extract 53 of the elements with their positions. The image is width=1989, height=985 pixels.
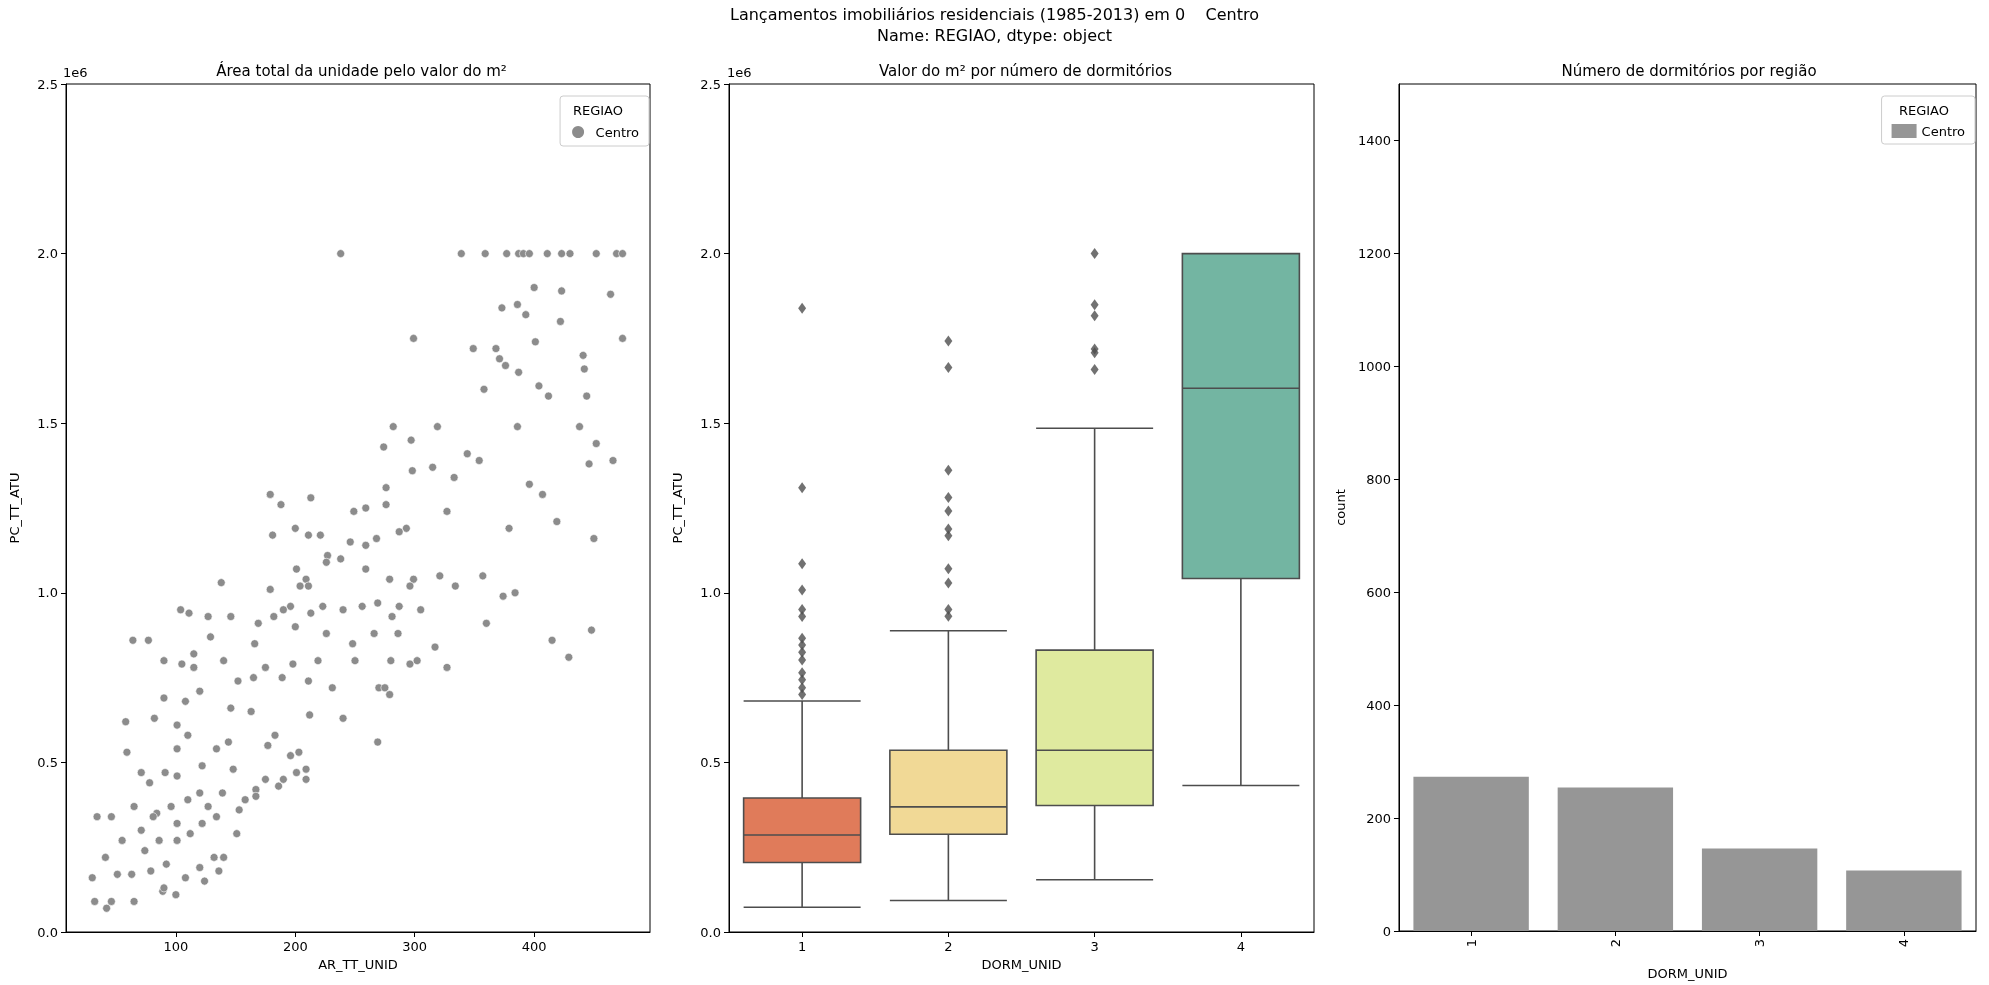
- y-axis-title: PC_TT_ATU: [7, 472, 22, 544]
- text: 1e6: [727, 65, 752, 80]
- y-tick-label: 400: [1366, 697, 1391, 713]
- y-tick-label: 1200: [1357, 245, 1391, 261]
- x-axis-title: AR_TT_UNID: [318, 957, 398, 972]
- x-axis-title: DORM_UNID: [981, 957, 1062, 972]
- legend-title: REGIAO: [1898, 103, 1950, 118]
- y-tick-label: 600: [1366, 584, 1391, 600]
- y-axis-title: count: [1333, 489, 1348, 526]
- x-tick-label: 1: [797, 939, 807, 954]
- x-tick-label: 3: [1752, 939, 1768, 948]
- y-tick-label: 1400: [1357, 132, 1391, 148]
- y-tick-label: 0: [1382, 923, 1391, 939]
- chart-title: Área total da unidade pelo valor do m²: [216, 60, 507, 80]
- x-tick-label: 2: [1607, 939, 1623, 948]
- bar: [1846, 870, 1962, 931]
- x-tick-label: 3: [1090, 939, 1099, 954]
- y-tick-label: 1000: [1357, 358, 1391, 374]
- y-axis-title: PC_TT_ATU: [670, 472, 685, 544]
- bar: [1557, 787, 1674, 931]
- y-tick-label: 200: [1366, 810, 1391, 826]
- y-tick-label: 0.0: [37, 924, 58, 940]
- y-tick-label: 0.0: [700, 924, 721, 940]
- chart-title: Número de dormitórios por região: [1561, 61, 1817, 80]
- legend-title: REGIAO: [572, 103, 624, 118]
- bar: [1413, 776, 1529, 931]
- x-tick-label: 400: [521, 939, 547, 954]
- x-tick-label: 4: [1236, 939, 1246, 954]
- y-tick-label: 2.0: [37, 246, 58, 262]
- y-tick-label: 1.5: [700, 415, 721, 431]
- y-tick-label: 2.0: [700, 246, 721, 262]
- bar: [1701, 848, 1818, 931]
- x-tick-label: 100: [163, 939, 189, 954]
- x-tick-label: 300: [402, 939, 428, 954]
- x-tick-label: 1: [1463, 939, 1479, 948]
- x-tick-label: 200: [282, 939, 308, 954]
- chart-title: Valor do m² por número de dormitórios: [879, 61, 1173, 80]
- y-tick-label: 2.5: [700, 76, 721, 92]
- y-tick-label: 1.5: [37, 415, 58, 431]
- text: Lançamentos imobiliários residenciais (1985-2013) em 0 Centro: [729, 5, 1260, 24]
- x-axis-title: DORM_UNID: [1647, 966, 1728, 981]
- y-tick-label: 1.0: [37, 585, 58, 601]
- y-tick-label: 1.0: [700, 585, 721, 601]
- y-tick-label: 0.5: [700, 754, 721, 770]
- y-tick-label: 2.5: [37, 76, 58, 92]
- legend-label: Centro: [1921, 123, 1966, 139]
- legend-label: Centro: [595, 124, 640, 140]
- x-tick-label: 2: [944, 939, 953, 954]
- text: Name: REGIAO, dtype: object: [876, 26, 1113, 45]
- text: 1e6: [63, 65, 88, 80]
- y-tick-label: 800: [1366, 471, 1391, 487]
- y-tick-label: 0.5: [37, 754, 58, 770]
- x-tick-label: 4: [1896, 939, 1912, 948]
